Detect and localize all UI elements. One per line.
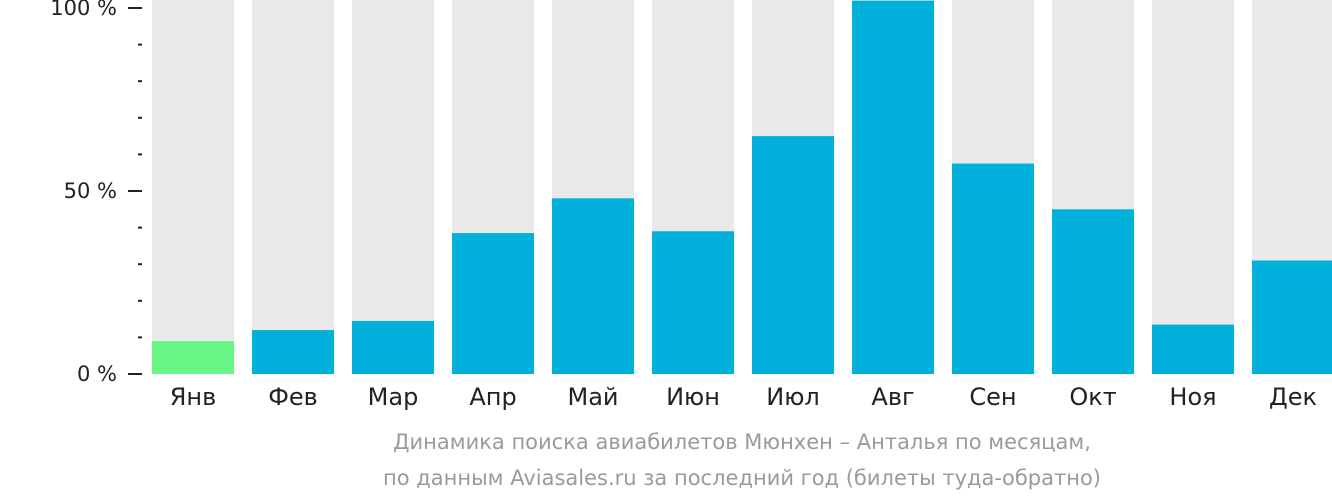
bar <box>552 198 634 374</box>
chart-caption-line-2: по данным Aviasales.ru за последний год … <box>383 466 1101 490</box>
x-tick-label: Дек <box>1269 383 1317 411</box>
x-tick-label: Май <box>567 383 618 411</box>
bar <box>252 330 334 374</box>
bar-track <box>152 0 234 374</box>
bar-track <box>352 0 434 374</box>
bar <box>152 341 234 374</box>
bar <box>1252 260 1332 374</box>
x-tick-label: Фев <box>268 383 318 411</box>
bar <box>452 233 534 374</box>
x-tick-label: Авг <box>871 383 914 411</box>
y-tick-label: 0 % <box>77 362 117 386</box>
bar-track <box>252 0 334 374</box>
y-tick-label: 100 % <box>50 0 117 20</box>
bar <box>952 163 1034 374</box>
y-tick-label: 50 % <box>64 179 117 203</box>
bar <box>752 136 834 374</box>
bar <box>852 0 934 375</box>
x-tick-label: Июл <box>766 383 820 411</box>
x-tick-label: Мар <box>368 383 419 411</box>
bar <box>1152 324 1234 374</box>
x-tick-label: Сен <box>969 383 1016 411</box>
bar <box>1052 209 1134 374</box>
chart-caption-line-1: Динамика поиска авиабилетов Мюнхен – Ант… <box>393 430 1091 454</box>
bar-chart: Янв Фев Мар Апр Май Июн Июл Авг Сен Окт Ноя Дек 0 % 5… <box>50 0 1332 411</box>
bar <box>652 231 734 374</box>
x-tick-label: Июн <box>666 383 720 411</box>
x-tick-label: Янв <box>170 383 217 411</box>
bar <box>352 320 434 374</box>
x-tick-label: Окт <box>1069 383 1116 411</box>
x-tick-label: Ноя <box>1169 383 1216 411</box>
x-tick-label: Апр <box>469 383 516 411</box>
bar-track <box>1152 0 1234 374</box>
